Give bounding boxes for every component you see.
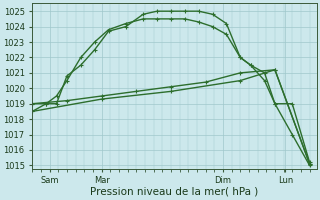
X-axis label: Pression niveau de la mer( hPa ): Pression niveau de la mer( hPa ): [90, 187, 259, 197]
